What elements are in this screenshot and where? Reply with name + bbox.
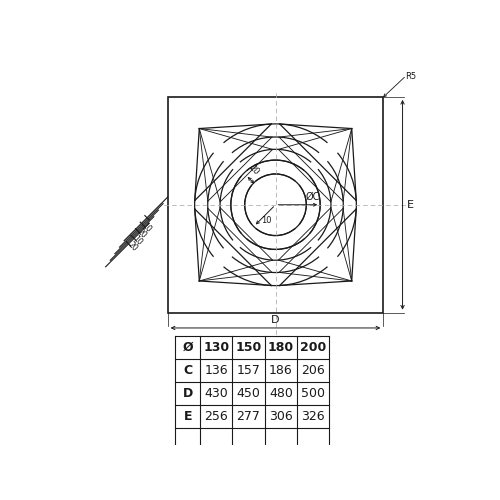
Text: 306: 306	[269, 410, 293, 423]
Text: 20: 20	[247, 164, 261, 177]
Text: D: D	[271, 315, 280, 325]
Text: E: E	[406, 200, 414, 210]
Text: Ø: Ø	[182, 340, 193, 353]
Text: 256: 256	[204, 410, 228, 423]
Text: 150: 150	[236, 340, 262, 353]
Text: 200: 200	[300, 340, 326, 353]
Text: ØC: ØC	[306, 192, 320, 202]
Text: 10: 10	[261, 216, 272, 224]
Text: E: E	[184, 410, 192, 423]
Text: D: D	[182, 387, 193, 400]
Text: 277: 277	[236, 410, 260, 423]
Text: 130: 130	[203, 340, 230, 353]
Text: 430: 430	[204, 387, 228, 400]
Text: 500: 500	[301, 387, 325, 400]
Text: 186: 186	[269, 364, 293, 377]
Text: 480: 480	[269, 387, 293, 400]
Text: 10: 10	[140, 220, 153, 234]
Text: 157: 157	[236, 364, 260, 377]
Text: 206: 206	[302, 364, 325, 377]
Text: 20: 20	[126, 240, 139, 254]
Text: 20: 20	[135, 227, 148, 240]
Text: 136: 136	[204, 364, 228, 377]
Text: 10: 10	[130, 234, 143, 247]
Text: 450: 450	[236, 387, 260, 400]
Text: 326: 326	[302, 410, 325, 423]
Text: 180: 180	[268, 340, 294, 353]
Text: R5: R5	[405, 72, 416, 80]
Text: C: C	[183, 364, 192, 377]
